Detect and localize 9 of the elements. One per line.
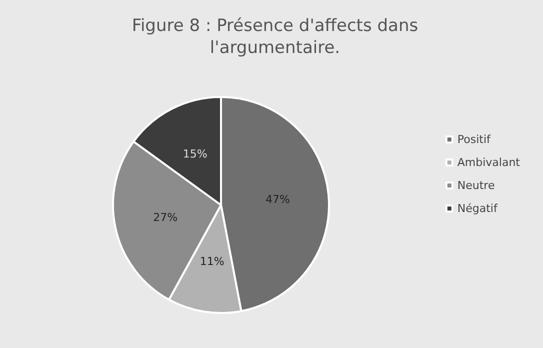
data-label: 11%	[200, 254, 224, 268]
legend-label: Neutre	[457, 179, 495, 192]
data-label: 27%	[153, 210, 178, 224]
data-label: 47%	[266, 193, 290, 206]
data-label: 15%	[182, 148, 208, 161]
legend-label: Positif	[457, 133, 492, 146]
legend-label: Ambivalant	[457, 156, 521, 169]
chart-title: Figure 8 : Présence d'affects dans l'argumentaire.	[132, 16, 418, 58]
legend-label: Négatif	[457, 202, 498, 215]
